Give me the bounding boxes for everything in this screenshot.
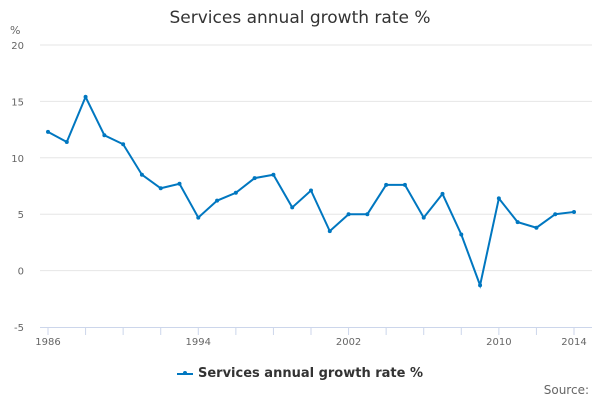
y-tick-label: 15 (11, 97, 24, 108)
x-tick-label: 2010 (486, 337, 511, 348)
data-point (158, 186, 163, 191)
x-tick-label: 1994 (186, 337, 211, 348)
data-point (553, 212, 558, 217)
data-point (346, 212, 351, 217)
legend-label: Services annual growth rate % (197, 366, 424, 381)
data-point (271, 172, 276, 177)
data-point (515, 220, 520, 225)
y-axis-unit: % (10, 24, 21, 37)
data-point (121, 142, 126, 147)
data-point (233, 190, 238, 195)
data-point (290, 205, 295, 210)
y-tick-label: 5 (18, 210, 24, 221)
source-label: Source: (543, 383, 589, 397)
data-point (402, 182, 407, 187)
data-point (83, 94, 88, 99)
data-point (327, 229, 332, 234)
data-point (365, 212, 370, 217)
data-point (384, 182, 389, 187)
data-point (139, 172, 144, 177)
data-point (496, 196, 501, 201)
chart-title: Services annual growth rate % (169, 8, 431, 28)
data-point (196, 215, 201, 220)
y-tick-label: 0 (18, 267, 24, 278)
x-tick-label: 2014 (561, 337, 586, 348)
data-point (252, 176, 257, 181)
data-point (421, 215, 426, 220)
legend-swatch (176, 371, 193, 375)
data-point (459, 232, 464, 237)
x-tick-label: 2002 (336, 337, 361, 348)
y-tick-label: -5 (14, 323, 24, 334)
data-point (46, 129, 50, 134)
legend-item[interactable]: Services annual growth rate % (0, 366, 600, 381)
y-tick-label: 10 (11, 154, 24, 165)
data-point (309, 188, 313, 193)
data-point (572, 209, 576, 214)
data-point (440, 191, 445, 196)
data-point (534, 225, 539, 230)
y-tick-label: 20 (11, 41, 24, 52)
data-point (64, 140, 69, 145)
data-point (478, 283, 483, 288)
x-tick-label: 1986 (35, 337, 60, 348)
data-point (102, 133, 107, 138)
data-point (215, 198, 220, 203)
data-point (177, 181, 182, 186)
